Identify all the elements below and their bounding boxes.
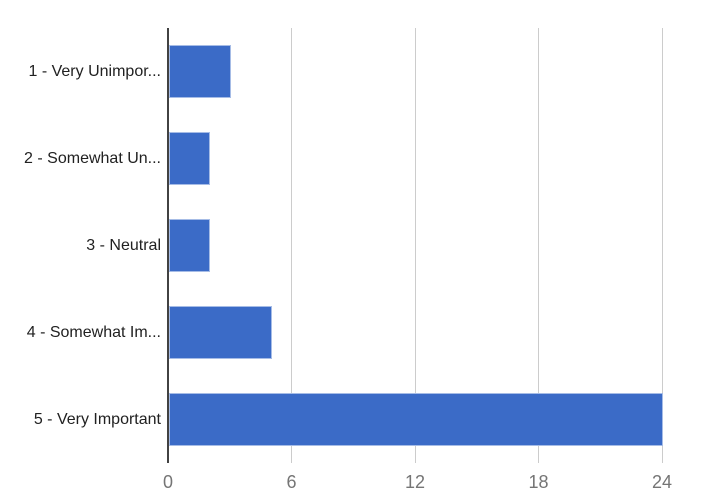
x-axis-tick-label: 24 [651, 472, 673, 492]
bar-2[interactable] [169, 132, 211, 185]
category-label: 3 - Neutral [86, 236, 161, 254]
bar-1[interactable] [169, 45, 231, 98]
gridline [661, 28, 663, 463]
gridline [538, 28, 539, 463]
bar-5[interactable] [169, 393, 663, 446]
category-label: 2 - Somewhat Un... [24, 149, 161, 167]
gridline [414, 28, 416, 463]
category-label: 1 - Very Unimpor... [28, 62, 162, 80]
bar-3[interactable] [169, 219, 211, 272]
gridline [291, 28, 292, 463]
x-axis-tick-label: 12 [404, 472, 426, 492]
x-axis-tick-label: 18 [528, 472, 549, 492]
category-label: 4 - Somewhat Im... [26, 323, 161, 341]
x-axis-tick-label: 0 [162, 472, 173, 492]
y-axis-line [167, 28, 169, 463]
bar-4[interactable] [169, 306, 272, 359]
x-axis-tick-label: 6 [286, 472, 297, 492]
category-label: 5 - Very Important [33, 410, 161, 428]
